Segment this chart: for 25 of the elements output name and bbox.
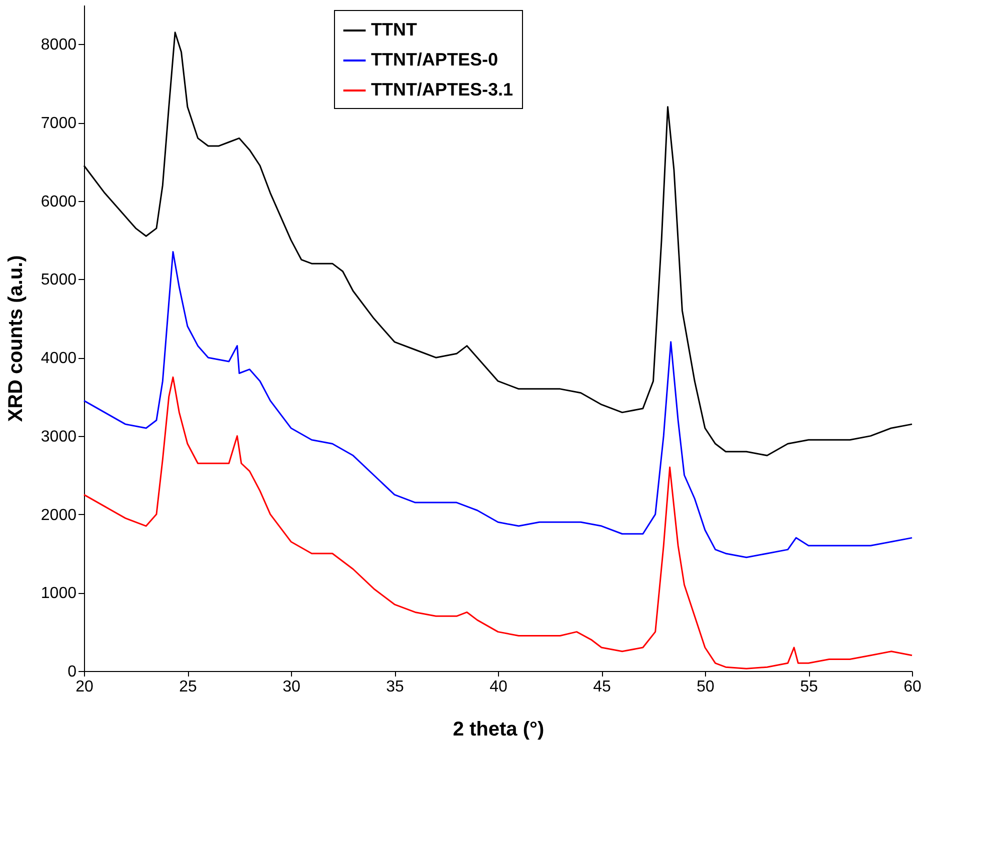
y-tick-label: 8000 [40,36,77,54]
line-series [83,376,913,670]
y-tick-label: 4000 [40,350,77,368]
y-tick-label: 0 [68,664,77,680]
x-tick-label: 40 [490,678,508,696]
x-tick-label: 20 [76,678,94,696]
line-series [83,251,913,558]
legend-label: TTNT/APTES-3.1 [371,80,514,100]
legend-label: TTNT [371,20,417,40]
y-tick-label: 5000 [40,272,77,289]
x-tick-label: 30 [282,678,300,696]
y-tick-label: 6000 [40,193,77,210]
y-tick-label: 1000 [40,585,77,602]
y-axis-title: XRD counts (a.u.) [4,255,27,422]
x-tick-label: 60 [904,678,922,696]
y-tick-label: 3000 [40,428,77,446]
x-tick-label: 35 [386,678,404,696]
y-tick-label: 7000 [40,115,77,132]
x-tick-label: 50 [696,678,714,696]
x-axis-title: 2 theta (°) [452,718,544,740]
x-tick-label: 55 [800,678,818,696]
x-tick-label: 25 [179,678,197,696]
y-tick-label: 2000 [40,506,77,524]
x-tick-label: 45 [593,678,611,696]
legend-label: TTNT/APTES-0 [371,50,498,70]
